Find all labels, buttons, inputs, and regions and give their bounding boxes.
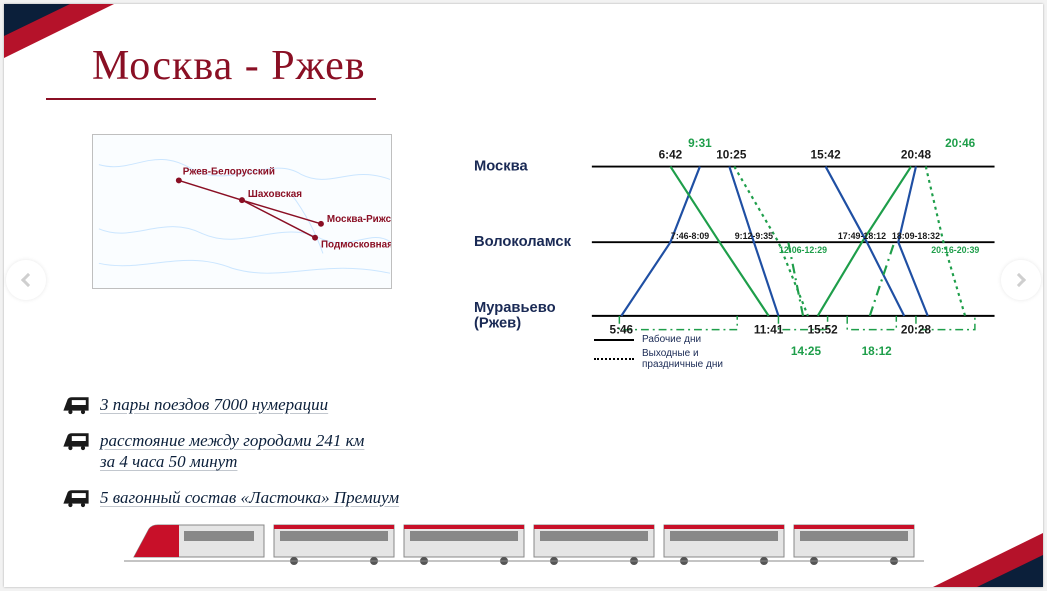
map-city-dot-podmosk [312, 235, 318, 241]
map-city-dot-moskva [318, 221, 324, 227]
time-mid-4: 12:06-12:29 [779, 245, 827, 255]
station-label-rzhev: Муравьево [474, 300, 556, 316]
map-city-label-shakhovskaya: Шаховская [248, 189, 302, 200]
station-label-moskva: Москва [474, 158, 528, 174]
facts-list: 3 пары поездов 7000 нумерации расстояние … [62, 394, 492, 523]
train-icon [62, 394, 90, 416]
fact-text-2: 5 вагонный состав «Ласточка» Премиум [100, 487, 399, 508]
route-map: Ржев-Белорусский Шаховская Москва-Рижская П… [92, 134, 392, 289]
legend-dashed-label: Выходные и праздничные дни [642, 348, 723, 370]
fact-0: 3 пары поездов 7000 нумерации [62, 394, 492, 416]
slide: Москва - Ржев Ржев-Белорусский Шаховская М… [4, 4, 1043, 587]
train-illustration [124, 517, 924, 567]
schedule-svg: Москва Волоколамск Муравьево(Ржев) 9:31 6:42… [474, 122, 1024, 382]
legend-dashed: Выходные и праздничные дни [594, 348, 723, 370]
schedule-legend: Рабочие дни Выходные и праздничные дни [594, 334, 723, 373]
next-slide-button[interactable] [1001, 260, 1041, 300]
legend-solid-line [594, 339, 634, 341]
dashbox-2 [847, 316, 896, 330]
legend-dashed-line [594, 358, 634, 360]
fact-1: расстояние между городами 241 км за 4 ча… [62, 430, 492, 473]
map-city-label-rzhev: Ржев-Белорусский [183, 166, 275, 177]
train-icon [62, 487, 90, 509]
time-bottom-1: 11:41 [754, 324, 784, 337]
corner-tl-navy [4, 4, 70, 36]
time-bottom-5: 18:12 [862, 345, 893, 358]
chevron-left-icon [21, 273, 35, 287]
train-car-4 [794, 525, 914, 565]
train-icon [62, 430, 90, 452]
time-top-0: 9:31 [688, 137, 712, 150]
time-top-2: 10:25 [716, 149, 747, 162]
time-mid-0: 7:46-8:09 [671, 231, 709, 241]
time-top-1: 6:42 [659, 149, 683, 162]
time-bottom-2: 15:52 [808, 324, 839, 337]
train-car-3 [664, 525, 784, 565]
time-mid-5: 20:16-20:39 [931, 245, 979, 255]
time-mid-3: 18:09-18:32 [892, 231, 940, 241]
time-mid-2: 17:49-18:12 [838, 231, 886, 241]
station-label-volok: Волоколамск [474, 234, 572, 250]
map-city-label-podmosk: Подмосковная [321, 240, 391, 251]
time-top-3: 15:42 [811, 149, 842, 162]
fact-text-1: расстояние между городами 241 км за 4 ча… [100, 430, 364, 473]
time-bottom-3: 20:28 [901, 324, 932, 337]
legend-solid-label: Рабочие дни [642, 334, 701, 345]
page-title: Москва - Ржев [92, 42, 366, 90]
map-city-dot-shakhovskaya [239, 197, 245, 203]
time-top-5: 20:46 [945, 137, 976, 150]
map-svg: Ржев-Белорусский Шаховская Москва-Рижская П… [93, 135, 391, 288]
time-mid-1: 9:12-9:35 [735, 231, 773, 241]
train-car-0 [274, 525, 394, 565]
prev-slide-button[interactable] [6, 260, 46, 300]
time-top-4: 20:48 [901, 149, 932, 162]
train-body [124, 525, 924, 565]
schedule-diagram: Москва Волоколамск Муравьево(Ржев) 9:31 6:42… [474, 122, 1024, 382]
map-city-dot-rzhev [176, 177, 182, 183]
fact-text-0: 3 пары поездов 7000 нумерации [100, 394, 328, 415]
title-underline [46, 98, 376, 100]
time-bottom-4: 14:25 [791, 345, 822, 358]
map-city-label-moskva: Москва-Рижская [327, 214, 391, 225]
corner-br-navy [977, 555, 1043, 587]
train-car-1 [404, 525, 524, 565]
fact-2: 5 вагонный состав «Ласточка» Премиум [62, 487, 492, 509]
train-car-2 [534, 525, 654, 565]
legend-solid: Рабочие дни [594, 334, 723, 345]
chevron-right-icon [1012, 273, 1026, 287]
station-label-rzhev: (Ржев) [474, 316, 521, 332]
dashbox-0 [619, 316, 737, 330]
